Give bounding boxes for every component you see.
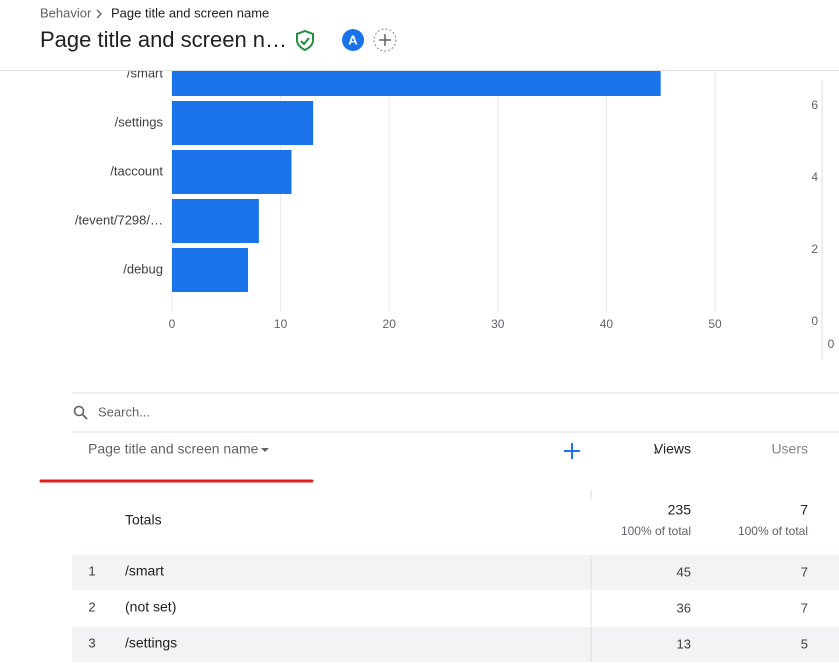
x-tick-label: 50 (708, 317, 722, 331)
x-tick-label: 20 (383, 317, 397, 331)
search-icon[interactable] (73, 405, 85, 417)
header: Behavior Page title and screen name Page… (0, 0, 839, 71)
breadcrumb[interactable]: Page title and screen name (111, 5, 269, 20)
page-title: Page title and screen n… (40, 27, 287, 52)
add-comparison[interactable] (373, 28, 397, 52)
totals-views: 235 (668, 502, 692, 518)
row-users: 7 (801, 600, 808, 615)
bar (172, 150, 292, 194)
x-tick-label: 10 (274, 317, 288, 331)
dimension-header[interactable]: Page title and screen name (88, 441, 259, 457)
avatar-letter: A (348, 32, 358, 47)
row-users: 7 (801, 564, 808, 579)
bar (172, 101, 314, 145)
row-name: (not set) (125, 599, 176, 615)
add-comparison-plus (379, 34, 391, 46)
verified-check (300, 37, 310, 46)
row-views: 36 (677, 600, 691, 615)
y-tick-label: 0 (811, 314, 818, 328)
breadcrumb[interactable]: Behavior (40, 5, 92, 20)
row-index: 3 (88, 635, 95, 650)
category-label: /tevent/7298/… (75, 212, 163, 227)
x-tick-label: 0 (169, 317, 176, 331)
row-index: 1 (88, 563, 95, 578)
bar (172, 248, 249, 292)
row-name: /smart (125, 563, 164, 579)
row-index: 2 (88, 599, 95, 614)
category-label: /settings (115, 114, 164, 129)
dropdown-arrow[interactable] (261, 448, 269, 452)
bar (172, 199, 259, 243)
breadcrumb-chevron (96, 9, 102, 19)
x-tick-label: 30 (491, 317, 505, 331)
verified-icon (296, 29, 314, 52)
category-label: /debug (123, 261, 163, 276)
users-header[interactable]: Users (771, 441, 808, 457)
y-tick-label: 4 (811, 170, 818, 184)
totals-note: 100% of total (738, 524, 808, 538)
content: Search... Page title and screen name ↓ V… (39, 392, 839, 538)
row-bg (72, 591, 839, 626)
search-input[interactable]: Search... (98, 404, 150, 419)
x-tick-label: 0 (828, 337, 835, 351)
row-bg (72, 555, 839, 590)
y-tick-label: 2 (811, 242, 818, 256)
y-tick-label: 6 (811, 98, 818, 112)
chart-area: 0 10 20 30 40 50/smart/settings/taccount/teve… (75, 52, 835, 360)
totals-note: 100% of total (621, 524, 691, 538)
avatar[interactable] (342, 29, 364, 51)
search-icon-handle (81, 413, 88, 420)
header-bg (0, 0, 839, 70)
row-users: 5 (801, 636, 808, 651)
totals-label: Totals (125, 512, 162, 528)
table-rows: 1/smart 45 7 2 (not set) 36 7 3/settings 13 5 (72, 555, 839, 662)
add-dimension[interactable] (564, 443, 580, 459)
category-label: /taccount (110, 163, 163, 178)
sort-arrow: ↓ (652, 441, 659, 457)
row-views: 45 (677, 564, 691, 579)
totals-users: 7 (800, 502, 808, 518)
x-tick-label: 40 (600, 317, 614, 331)
views-header[interactable]: Views (654, 441, 691, 457)
row-name: /settings (125, 635, 177, 651)
row-bg (72, 627, 839, 662)
row-views: 13 (677, 636, 691, 651)
